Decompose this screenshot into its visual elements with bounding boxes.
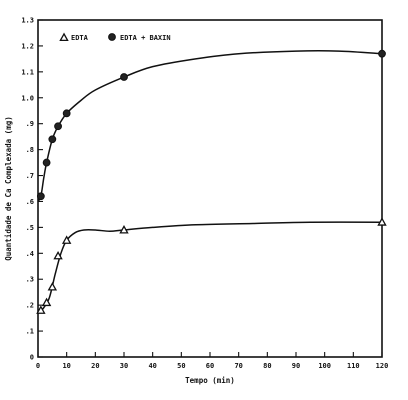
triangle-point <box>41 297 52 307</box>
y-tick-label: .8 <box>26 146 34 154</box>
x-tick-label: 70 <box>234 362 242 370</box>
x-tick-label: 30 <box>120 362 128 370</box>
triangle-point <box>36 305 46 314</box>
x-tick-label: 40 <box>148 362 156 370</box>
x-tick-label: 110 <box>347 362 360 370</box>
y-tick-label: .1 <box>26 328 34 336</box>
x-tick-label: 10 <box>62 362 70 370</box>
series-line <box>37 50 383 202</box>
triangle-point <box>119 225 129 234</box>
y-tick-label: .5 <box>26 224 34 232</box>
x-tick-label: 50 <box>177 362 185 370</box>
legend: EDTA EDTA + BAXIN <box>59 32 171 42</box>
series-edta <box>36 217 387 314</box>
y-tick-label: .2 <box>26 302 34 310</box>
x-tick-label: 120 <box>376 362 389 370</box>
x-tick-label: 80 <box>263 362 271 370</box>
triangle-point <box>47 282 58 291</box>
y-tick-label: .3 <box>26 276 34 284</box>
y-tick-label: .9 <box>26 120 34 128</box>
x-tick-label: 60 <box>206 362 214 370</box>
circle-point <box>42 158 51 167</box>
y-tick-label: .6 <box>26 198 34 206</box>
plot-frame <box>37 19 383 358</box>
legend-label-edta-baxin: EDTA + BAXIN <box>120 34 171 42</box>
triangle-point <box>61 235 72 244</box>
series-layer <box>36 49 387 314</box>
y-tick-label: 1.3 <box>21 17 34 25</box>
circle-point <box>378 49 386 58</box>
y-axis-label: Quantidade de Ca Complexada (mg) <box>4 116 13 261</box>
series-edta-baxin <box>36 49 386 202</box>
legend-triangle-marker <box>59 32 69 42</box>
x-axis-label: Tempo (min) <box>185 376 235 385</box>
y-tick-label: 1.2 <box>21 42 34 50</box>
y-tick-label: 1.1 <box>21 68 34 76</box>
circle-point <box>120 73 128 81</box>
triangle-point <box>53 250 63 260</box>
x-tick-label: 90 <box>292 362 300 370</box>
x-tick-label: 20 <box>91 362 99 370</box>
y-tick-label: .7 <box>26 172 34 180</box>
x-tick-label: 0 <box>36 362 40 370</box>
legend-circle-marker <box>108 33 116 41</box>
triangle-point <box>377 217 387 226</box>
x-tick-label: 100 <box>318 362 331 370</box>
circle-point <box>62 109 71 118</box>
circle-point <box>48 135 57 144</box>
circle-point <box>36 192 45 201</box>
y-tick-label: 0 <box>30 354 34 362</box>
axes-layer: 0 10 20 30 40 50 60 70 80 90 100 110 120 0 .1 .2 .3 .4 .5.… <box>21 17 388 371</box>
y-tick-label: .4 <box>26 250 34 258</box>
series-line <box>37 221 383 314</box>
legend-label-edta: EDTA <box>71 34 89 42</box>
circle-point <box>54 122 62 131</box>
y-tick-label: 1.0 <box>21 94 34 102</box>
